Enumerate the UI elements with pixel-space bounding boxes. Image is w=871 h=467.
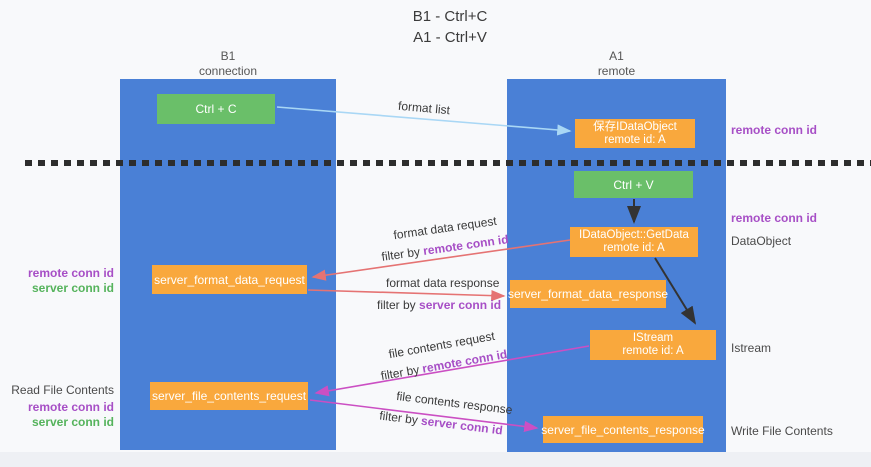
istream-line2: remote id: A bbox=[622, 345, 684, 357]
filter-by-text: filter by bbox=[377, 298, 420, 312]
istream-line1: IStream bbox=[632, 332, 674, 344]
footer-strip bbox=[0, 452, 871, 467]
left-server-conn-id-annotation-1: server conn id bbox=[31, 281, 114, 295]
ctrl-v-box: Ctrl + V bbox=[574, 171, 693, 198]
lane-b1-title: B1 bbox=[220, 49, 236, 63]
istream-box: IStream remote id: A bbox=[590, 330, 716, 360]
save-idataobject-box: 保存IDataObject remote id: A bbox=[575, 119, 695, 148]
server-file-contents-response-box: server_file_contents_response bbox=[541, 416, 705, 443]
left-remote-conn-id-annotation-1: remote conn id bbox=[27, 266, 114, 280]
lane-a1-subtitle: remote bbox=[597, 64, 636, 78]
server-file-contents-request-label: server_file_contents_request bbox=[151, 389, 307, 403]
write-file-contents-annotation: Write File Contents bbox=[731, 424, 833, 438]
diagram-title: B1 - Ctrl+C A1 - Ctrl+V bbox=[0, 6, 871, 48]
dataobject-annotation: DataObject bbox=[731, 234, 792, 248]
format-list-label: format list bbox=[397, 98, 451, 118]
idataobject-getdata-line2: remote id: A bbox=[603, 242, 665, 254]
filter-by-text: filter by bbox=[378, 408, 423, 428]
format-data-response-arrow bbox=[307, 289, 506, 302]
lane-b1-subtitle: connection bbox=[198, 64, 258, 78]
remote-conn-id-annotation-mid: remote conn id bbox=[731, 211, 818, 225]
idataobject-getdata-line1: IDataObject::GetData bbox=[579, 229, 689, 241]
session-divider-dashed-line bbox=[25, 160, 871, 166]
read-file-contents-annotation: Read File Contents bbox=[11, 383, 114, 397]
filter-by-text: filter by bbox=[380, 244, 425, 264]
server-conn-id-text: server conn id bbox=[420, 413, 504, 438]
lane-header-a1: A1 remote bbox=[507, 49, 726, 79]
ctrl-v-label: Ctrl + V bbox=[613, 177, 654, 192]
server-file-contents-request-box: server_file_contents_request bbox=[150, 382, 308, 410]
server-format-data-response-box: server_format_data_response bbox=[507, 280, 669, 308]
filter-by-text: filter by bbox=[379, 361, 424, 384]
idataobject-getdata-box: IDataObject::GetData remote id: A bbox=[570, 227, 698, 257]
server-format-data-request-box: server_format_data_request bbox=[152, 265, 307, 294]
server-conn-id-text: server conn id bbox=[419, 298, 502, 312]
lane-header-b1: B1 connection bbox=[120, 49, 336, 79]
remote-conn-id-annotation-top: remote conn id bbox=[731, 123, 818, 137]
server-file-contents-response-label: server_file_contents_response bbox=[541, 422, 705, 437]
lane-a1-title: A1 bbox=[609, 49, 624, 63]
left-server-conn-id-annotation-2: server conn id bbox=[31, 415, 114, 429]
ctrl-c-box: Ctrl + C bbox=[157, 94, 275, 124]
save-idataobject-line1: 保存IDataObject bbox=[593, 120, 677, 133]
istream-annotation: Istream bbox=[731, 341, 772, 355]
left-remote-conn-id-annotation-2: remote conn id bbox=[27, 400, 114, 414]
format-data-response-filter-label: filter by server conn id bbox=[377, 298, 501, 312]
server-format-data-request-label: server_format_data_request bbox=[154, 272, 305, 287]
server-format-data-response-label: server_format_data_response bbox=[507, 287, 669, 301]
title-line-2: A1 - Ctrl+V bbox=[413, 29, 487, 46]
ctrl-c-label: Ctrl + C bbox=[195, 102, 237, 116]
title-line-1: B1 - Ctrl+C bbox=[412, 8, 488, 25]
save-idataobject-line2: remote id: A bbox=[604, 133, 666, 146]
format-data-response-label: format data response bbox=[386, 276, 500, 290]
